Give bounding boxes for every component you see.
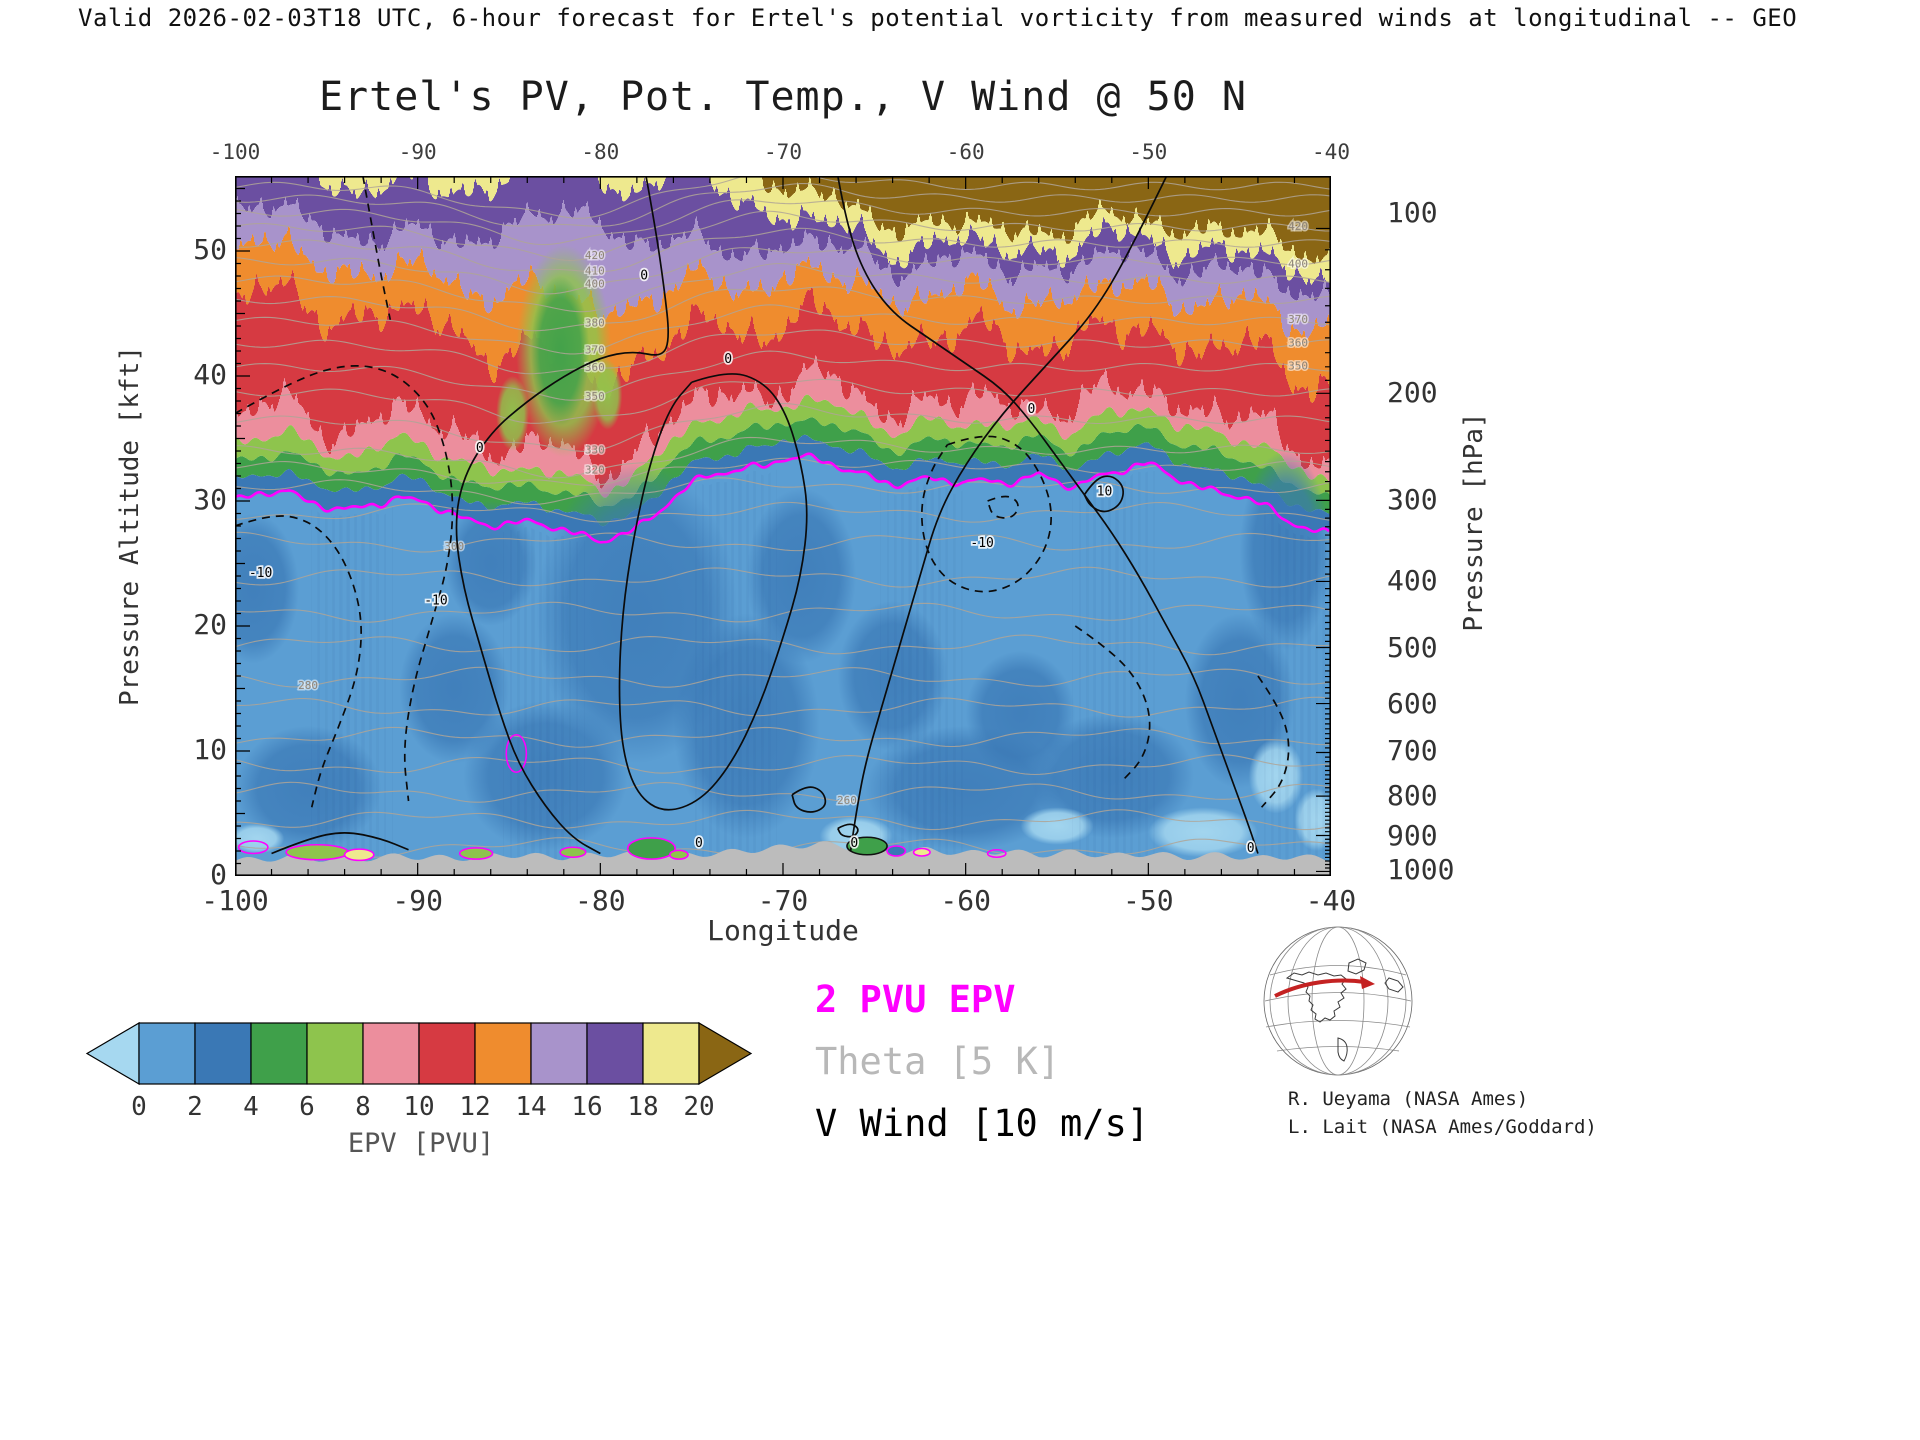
location-globe-icon — [1263, 926, 1413, 1076]
colorbar-cell — [418, 1022, 476, 1085]
colorbar-over-arrow — [698, 1021, 753, 1086]
x-tick-label-top: -70 — [764, 140, 802, 164]
y-axis-left-label: Pressure Altitude [kft] — [115, 345, 145, 707]
colorbar-tick-label: 8 — [355, 1092, 371, 1122]
y-tick-label-left: 20 — [193, 607, 227, 641]
y-tick-label-right: 400 — [1387, 564, 1438, 598]
y-tick-label-right: 700 — [1387, 734, 1438, 768]
x-tick-label-bottom: -50 — [1123, 884, 1174, 917]
colorbar-tick-label: 20 — [683, 1092, 715, 1122]
y-tick-label-right: 1000 — [1387, 852, 1455, 886]
x-tick-label-top: -40 — [1312, 140, 1350, 164]
colorbar-cell — [138, 1022, 196, 1085]
x-tick-label-bottom: -90 — [392, 884, 443, 917]
globe-coastlines — [1285, 958, 1404, 1062]
legend-2pvu-epv: 2 PVU EPV — [815, 978, 1016, 1021]
colorbar-label: EPV [PVU] — [347, 1128, 495, 1159]
y-axis-right-label: Pressure [hPa] — [1459, 412, 1489, 632]
y-tick-label-right: 900 — [1387, 819, 1438, 853]
y-tick-label-right: 300 — [1387, 482, 1438, 516]
colorbar-cell — [306, 1022, 364, 1085]
y-tick-label-left: 30 — [193, 482, 227, 516]
legend-vwind: V Wind [10 m/s] — [815, 1102, 1150, 1145]
colorbar-tick-label: 6 — [299, 1092, 315, 1122]
y-tick-label-left: 10 — [193, 732, 227, 766]
x-tick-label-top: -60 — [946, 140, 985, 164]
y-tick-label-right: 100 — [1387, 195, 1438, 229]
x-tick-label-bottom: -100 — [201, 884, 269, 917]
colorbar-cell — [362, 1022, 420, 1085]
y-tick-label-right: 200 — [1387, 375, 1438, 409]
chart-title: Ertel's PV, Pot. Temp., V Wind @ 50 N — [318, 74, 1248, 120]
colorbar-tick-label: 14 — [515, 1092, 547, 1122]
colorbar-tick-label: 16 — [571, 1092, 603, 1122]
x-tick-label-bottom: -80 — [575, 884, 626, 917]
x-tick-label-bottom: -70 — [757, 884, 809, 917]
y-tick-label-left: 50 — [193, 232, 227, 266]
x-tick-label-top: -50 — [1129, 140, 1168, 164]
colorbar: 0 2 4 6 8 10 12 14 16 18 20 EPV [PVU] — [85, 1021, 757, 1172]
x-tick-label-top: -80 — [581, 140, 620, 164]
credit-line-1: R. Ueyama (NASA Ames) — [1288, 1088, 1529, 1110]
y-tick-label-right: 800 — [1387, 779, 1438, 813]
colorbar-tick-label: 2 — [187, 1092, 203, 1122]
colorbar-tick-label: 10 — [403, 1092, 435, 1122]
colorbar-under-arrow — [85, 1021, 140, 1086]
colorbar-tick-label: 12 — [459, 1092, 491, 1122]
validity-header: Valid 2026-02-03T18 UTC, 6-hour forecast… — [78, 4, 1798, 32]
y-tick-label-right: 500 — [1387, 630, 1438, 664]
colorbar-swatches — [85, 1021, 753, 1086]
y-tick-label-right: 600 — [1387, 686, 1438, 720]
y-tick-label-left: 0 — [210, 857, 227, 891]
colorbar-tick-label: 4 — [243, 1092, 259, 1122]
credit-line-2: L. Lait (NASA Ames/Goddard) — [1288, 1116, 1597, 1138]
x-axis-label: Longitude — [707, 914, 859, 947]
colorbar-cell — [250, 1022, 308, 1085]
colorbar-tick-label: 0 — [131, 1092, 147, 1122]
x-tick-label-bottom: -60 — [940, 884, 991, 917]
colorbar-cell — [586, 1022, 644, 1085]
colorbar-cell — [194, 1022, 252, 1085]
colorbar-cell — [474, 1022, 532, 1085]
colorbar-cell — [642, 1022, 700, 1085]
x-tick-label-top: -100 — [209, 140, 261, 164]
x-tick-label-top: -90 — [398, 140, 437, 164]
cross-section-track — [1274, 976, 1375, 998]
colorbar-cell — [530, 1022, 588, 1085]
colorbar-tick-label: 18 — [627, 1092, 659, 1122]
pv-field-canvas — [235, 176, 1331, 876]
x-tick-label-bottom: -40 — [1305, 884, 1357, 917]
legend-theta: Theta [5 K] — [815, 1040, 1061, 1083]
y-tick-label-left: 40 — [193, 357, 227, 391]
